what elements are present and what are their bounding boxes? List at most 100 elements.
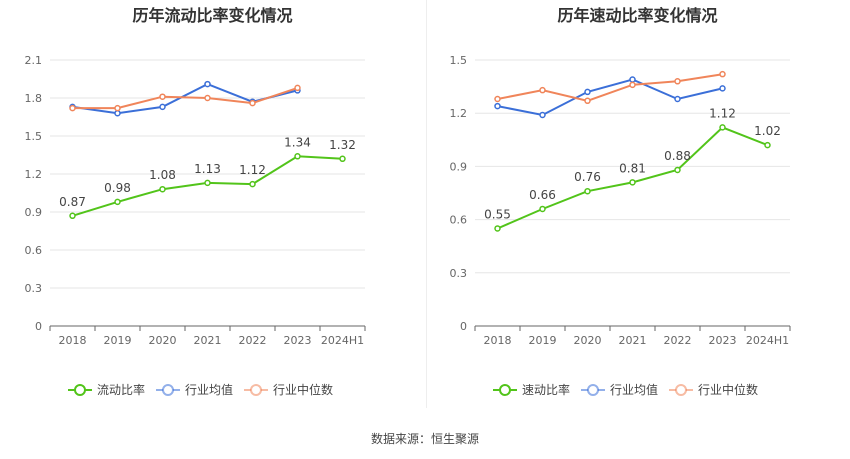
x-tick-label: 2023 — [709, 334, 737, 347]
data-point — [584, 97, 591, 105]
data-point — [629, 81, 636, 89]
y-tick-label: 2.1 — [25, 54, 43, 67]
x-tick-label: 2024H1 — [321, 334, 364, 347]
data-point — [294, 153, 301, 160]
legend-marker — [162, 384, 174, 396]
y-tick-label: 1.2 — [450, 107, 468, 120]
data-point — [584, 88, 591, 96]
data-point — [494, 225, 501, 232]
x-tick-label: 2018 — [484, 334, 512, 347]
data-point — [114, 109, 121, 117]
data-point — [719, 124, 726, 131]
x-tick-label: 2020 — [574, 334, 602, 347]
data-point — [629, 179, 636, 186]
data-point — [204, 179, 211, 187]
data-point — [159, 93, 166, 100]
data-label: 1.12 — [709, 106, 736, 120]
legend-label: 行业均值 — [610, 382, 658, 397]
data-point — [159, 185, 166, 193]
data-label: 1.32 — [329, 138, 356, 152]
data-label: 0.66 — [529, 188, 556, 202]
data-label: 0.88 — [664, 149, 691, 163]
series-line — [497, 126, 768, 230]
data-point — [204, 94, 211, 102]
y-tick-label: 0.6 — [25, 244, 43, 257]
x-tick-label: 2020 — [149, 334, 177, 347]
x-tick-label: 2018 — [59, 334, 87, 347]
data-point — [539, 205, 546, 213]
data-label: 1.02 — [754, 124, 781, 138]
x-tick-label: 2021 — [194, 334, 222, 347]
data-point — [69, 104, 76, 112]
y-tick-label: 0.6 — [450, 214, 468, 227]
data-point — [494, 95, 501, 103]
x-tick-label: 2021 — [619, 334, 647, 347]
data-point — [719, 70, 726, 78]
data-point — [114, 198, 121, 206]
data-label: 0.81 — [619, 161, 646, 175]
legend-marker — [675, 384, 687, 396]
data-label: 0.87 — [59, 195, 86, 209]
data-point — [764, 141, 771, 149]
data-label: 1.34 — [284, 135, 311, 149]
y-tick-label: 0.3 — [450, 267, 468, 280]
legend-label: 行业中位数 — [698, 382, 758, 397]
legend-label: 流动比率 — [97, 382, 145, 397]
y-tick-label: 1.8 — [25, 92, 43, 105]
data-label: 0.98 — [104, 181, 131, 195]
data-point — [114, 104, 121, 112]
chart-title: 历年速动比率变化情况 — [557, 6, 718, 25]
legend-marker — [250, 384, 262, 396]
quick-ratio-chart: 历年速动比率变化情况 0 0.3 0.6 0.9 1.2 1.5 2018 2019 2020 2… — [425, 0, 850, 420]
y-tick-label: 0 — [35, 320, 42, 333]
data-source-note: 数据来源：恒生聚源 — [370, 432, 479, 446]
data-point — [69, 212, 76, 220]
current-ratio-chart: 历年流动比率变化情况 0 0.3 0.6 0.9 1.2 1.5 1.8 2.1 2018 201… — [0, 0, 425, 420]
current-ratio-plot: 0 0.3 0.6 0.9 1.2 1.5 1.8 2.1 2018 2019 2020 2021 20… — [25, 54, 366, 397]
data-label: 1.12 — [239, 163, 266, 177]
legend-label: 行业均值 — [185, 382, 233, 397]
y-tick-label: 0 — [460, 320, 467, 333]
y-tick-label: 0.3 — [25, 282, 43, 295]
data-point — [584, 187, 591, 195]
data-point — [674, 166, 681, 174]
x-tick-label: 2022 — [239, 334, 267, 347]
data-point — [249, 180, 256, 188]
data-point — [674, 78, 681, 85]
data-point — [339, 155, 346, 163]
x-tick-label: 2019 — [529, 334, 557, 347]
data-point — [539, 111, 546, 119]
x-tick-label: 2022 — [664, 334, 692, 347]
y-tick-label: 1.5 — [450, 54, 468, 67]
legend-marker — [74, 384, 86, 396]
x-tick-label: 2019 — [104, 334, 132, 347]
legend-label: 速动比率 — [522, 382, 570, 397]
data-label: 0.76 — [574, 170, 601, 184]
data-label: 1.08 — [149, 168, 176, 182]
data-point — [629, 76, 636, 83]
data-point — [249, 99, 256, 107]
series-line — [497, 73, 723, 102]
legend-label: 行业中位数 — [273, 382, 333, 397]
panel-divider — [426, 0, 427, 408]
x-tick-label: 2023 — [284, 334, 312, 347]
quick-ratio-plot: 0 0.3 0.6 0.9 1.2 1.5 2018 2019 2020 2021 2022 2023… — [450, 54, 791, 397]
series-line — [497, 78, 723, 117]
legend-marker — [499, 384, 511, 396]
data-point — [204, 80, 211, 88]
y-tick-label: 1.2 — [25, 168, 43, 181]
legend-marker — [587, 384, 599, 396]
y-tick-label: 0.9 — [450, 160, 468, 173]
data-label: 0.55 — [484, 207, 511, 221]
x-tick-label: 2024H1 — [746, 334, 789, 347]
data-point — [294, 84, 301, 92]
data-point — [674, 95, 681, 103]
data-point — [539, 86, 546, 94]
data-point — [719, 85, 726, 92]
data-label: 1.13 — [194, 162, 221, 176]
data-point — [494, 102, 501, 110]
series-line — [72, 86, 298, 110]
y-tick-label: 1.5 — [25, 130, 43, 143]
data-point — [159, 103, 166, 111]
y-tick-label: 0.9 — [25, 206, 43, 219]
